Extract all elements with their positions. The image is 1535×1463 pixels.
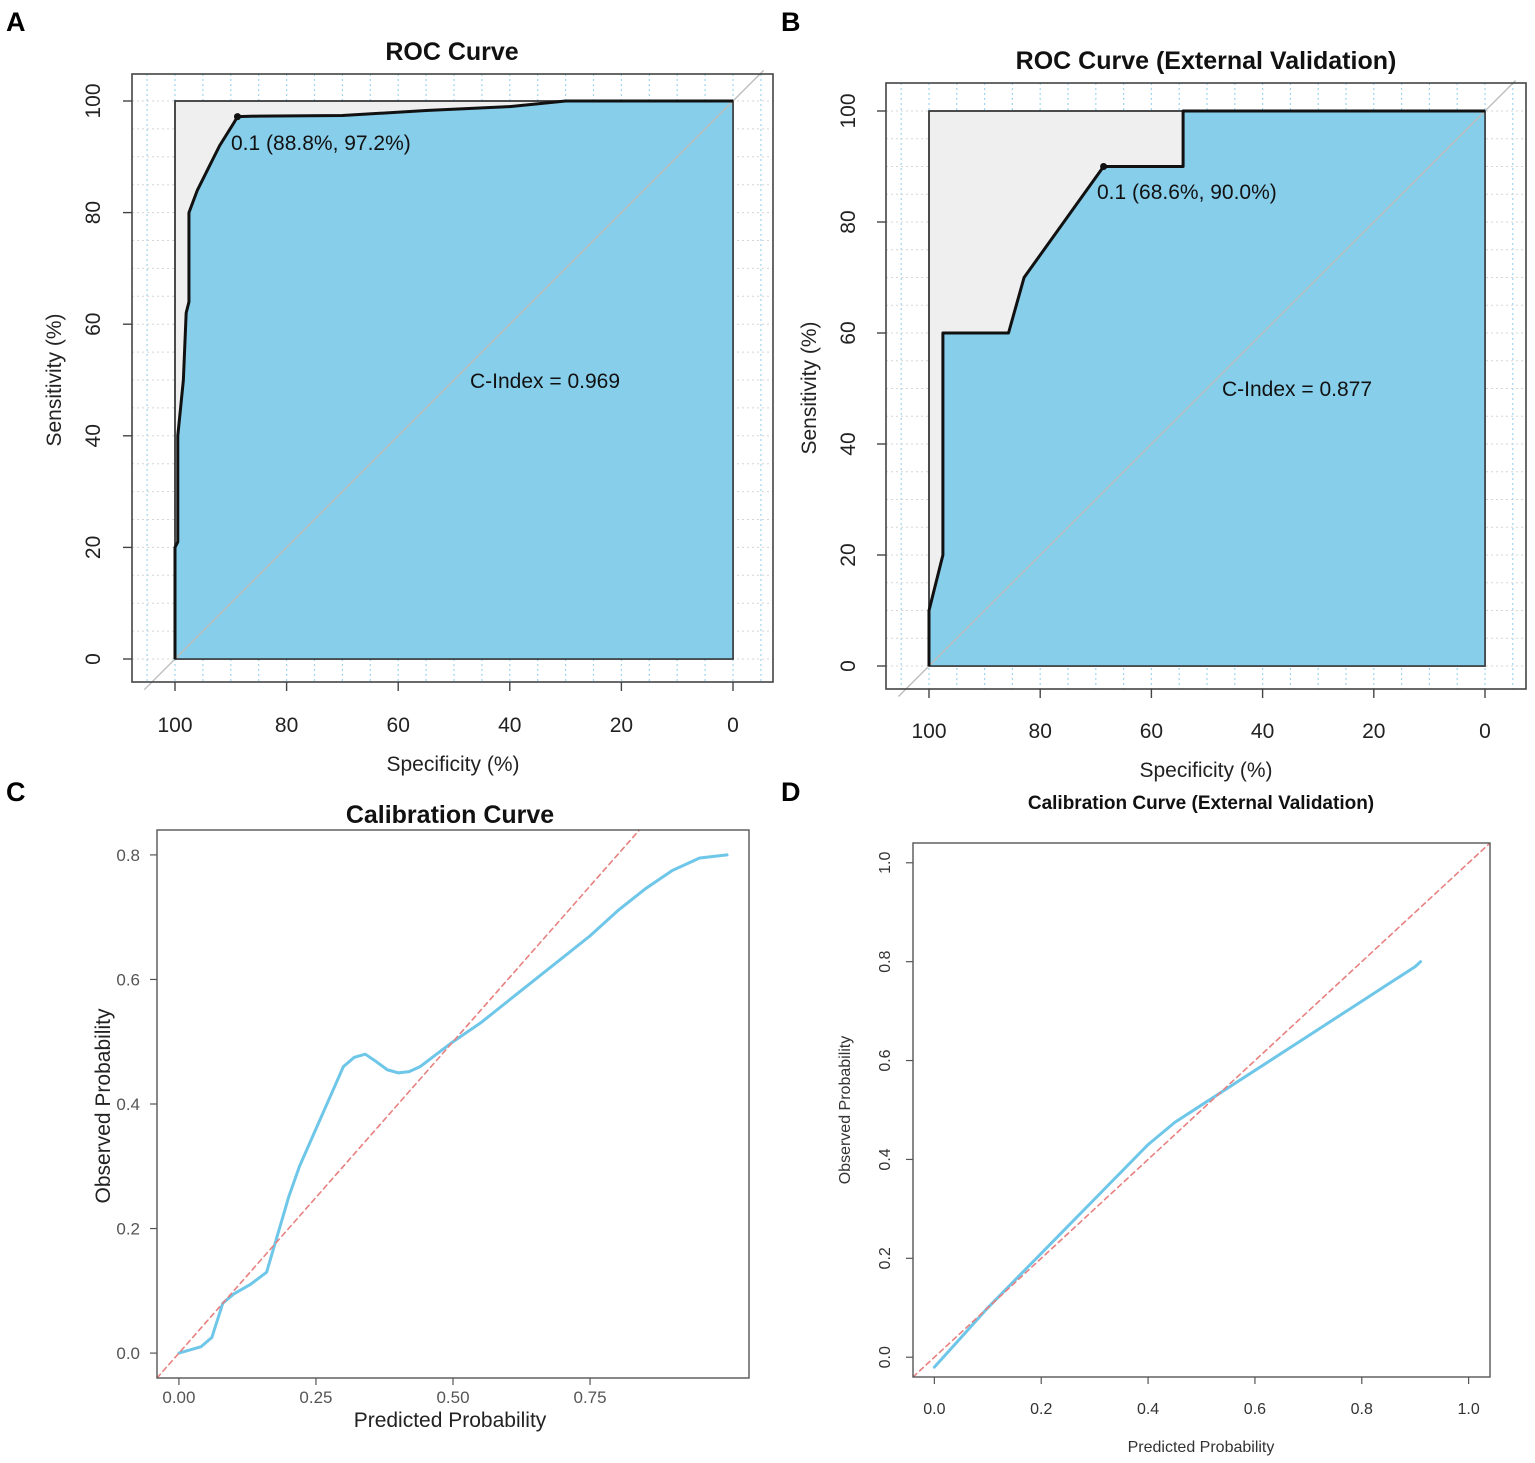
panel-a-roc-curve: A ROC Curve 100 80 60 40 20 0 0 20 40 60 80 100 Spe…	[6, 7, 774, 776]
y-tick-label: 1.0	[877, 852, 894, 874]
panel-b-threshold-label: 0.1 (68.6%, 90.0%)	[1097, 181, 1277, 204]
panel-c-y-label: Observed Probability	[92, 1008, 115, 1203]
x-tick-label: 0.00	[162, 1388, 195, 1407]
x-tick-label: 0.4	[1137, 1401, 1159, 1418]
panel-letter-d: D	[781, 777, 801, 807]
plot-series-group	[913, 843, 1490, 1377]
ideal-diagonal-line	[157, 830, 641, 1378]
x-tick-label: 40	[1251, 720, 1274, 743]
panel-d-y-label: Observed Probability	[837, 1036, 854, 1185]
y-tick-label: 40	[82, 424, 105, 447]
x-tick-label: 0.2	[1030, 1401, 1052, 1418]
panel-a-plot-area: 100 80 60 40 20 0 0 20 40 60 80 100	[82, 69, 774, 737]
calibration-curve-line	[177, 853, 729, 1355]
plot-frame	[885, 82, 1527, 690]
x-tick-label: 0.75	[573, 1388, 606, 1407]
panel-letter-b: B	[781, 7, 801, 37]
panel-a-c-index: C-Index = 0.969	[470, 370, 620, 393]
plot-frame	[912, 842, 1491, 1378]
chance-diagonal-line	[897, 79, 1517, 698]
plot-frame	[131, 73, 774, 683]
y-tick-label: 0.4	[877, 1148, 894, 1170]
x-tick-label: 0.6	[1244, 1401, 1266, 1418]
y-tick-label: 0.8	[877, 950, 894, 972]
panel-b-y-label: Sensitivity (%)	[798, 321, 821, 454]
x-tick-label: 1.0	[1458, 1401, 1480, 1418]
panel-b-x-label: Specificity (%)	[1139, 759, 1272, 782]
y-tick-label: 80	[82, 201, 105, 224]
x-tick-label: 0.8	[1351, 1401, 1373, 1418]
y-tick-label: 0.2	[116, 1220, 140, 1239]
panel-c-x-label: Predicted Probability	[354, 1409, 547, 1432]
plot-series-group	[157, 830, 729, 1378]
y-tick-label: 0	[82, 653, 105, 665]
panel-b-c-index: C-Index = 0.877	[1222, 378, 1372, 401]
x-tick-label: 20	[610, 714, 633, 737]
panel-b-title: ROC Curve (External Validation)	[1016, 47, 1397, 75]
y-tick-label: 80	[837, 210, 860, 233]
plot-frame	[156, 829, 750, 1379]
y-tick-label: 0.0	[116, 1344, 140, 1363]
y-tick-label: 0.4	[116, 1095, 140, 1114]
y-tick-label: 20	[837, 543, 860, 566]
x-tick-label: 0.50	[436, 1388, 469, 1407]
calibration-curve-line	[932, 960, 1423, 1369]
x-tick-label: 100	[157, 714, 192, 737]
panel-letter-a: A	[6, 7, 26, 37]
y-tick-label: 60	[82, 313, 105, 336]
y-tick-label: 100	[82, 83, 105, 118]
panel-d-calibration-curve-external: D Calibration Curve (External Validation…	[781, 777, 1491, 1456]
y-tick-label: 0.2	[877, 1247, 894, 1269]
y-tick-label: 20	[82, 536, 105, 559]
chance-diagonal-line	[143, 69, 765, 691]
panel-a-y-label: Sensitivity (%)	[43, 313, 66, 446]
y-tick-label: 0.6	[877, 1049, 894, 1071]
threshold-point	[233, 113, 241, 121]
x-tick-label: 80	[1029, 720, 1052, 743]
panel-d-title: Calibration Curve (External Validation)	[1028, 793, 1374, 814]
panel-b-roc-curve-external: B ROC Curve (External Validation) 100 80 6…	[781, 7, 1527, 782]
x-tick-label: 60	[1140, 720, 1163, 743]
x-tick-label: 0.0	[923, 1401, 945, 1418]
y-tick-label: 0	[837, 660, 860, 672]
y-tick-label: 0.0	[877, 1346, 894, 1368]
x-tick-label: 100	[911, 720, 946, 743]
roc-curve-line	[927, 109, 1485, 666]
panel-d-plot-area: 0.0 0.2 0.4 0.6 0.8 1.0 0.0 0.2 0.4 0.6 0.8 1.0	[877, 842, 1491, 1418]
panel-b-plot-area: 100 80 60 40 20 0 0 20 40 60 80 100	[837, 79, 1527, 743]
y-tick-label: 60	[837, 321, 860, 344]
x-tick-label: 40	[498, 714, 521, 737]
panel-c-title: Calibration Curve	[346, 801, 554, 829]
x-tick-label: 80	[275, 714, 298, 737]
panel-c-plot-area: 0.00 0.25 0.50 0.75 0.0 0.2 0.4 0.6 0.8	[116, 829, 750, 1407]
panel-letter-c: C	[6, 777, 26, 807]
panel-a-x-label: Specificity (%)	[386, 753, 519, 776]
y-tick-label: 0.6	[116, 970, 140, 989]
x-tick-label: 60	[387, 714, 410, 737]
ideal-diagonal-line	[913, 843, 1490, 1377]
x-tick-label: 20	[1362, 720, 1385, 743]
threshold-point	[1100, 163, 1108, 170]
y-tick-label: 0.8	[116, 846, 140, 865]
x-tick-label: 0	[727, 714, 739, 737]
panel-a-threshold-label: 0.1 (88.8%, 97.2%)	[231, 132, 411, 155]
panel-d-x-label: Predicted Probability	[1128, 1439, 1275, 1456]
panel-c-calibration-curve: C Calibration Curve 0.00 0.25 0.50 0.750.00…	[6, 777, 750, 1432]
roc-inner-frame	[174, 100, 734, 660]
y-tick-label: 40	[837, 432, 860, 455]
x-tick-label: 0	[1479, 720, 1491, 743]
x-tick-label: 0.25	[299, 1388, 332, 1407]
panel-a-title: ROC Curve	[385, 38, 518, 66]
y-tick-label: 100	[837, 93, 860, 128]
roc-curve-line	[173, 99, 733, 659]
